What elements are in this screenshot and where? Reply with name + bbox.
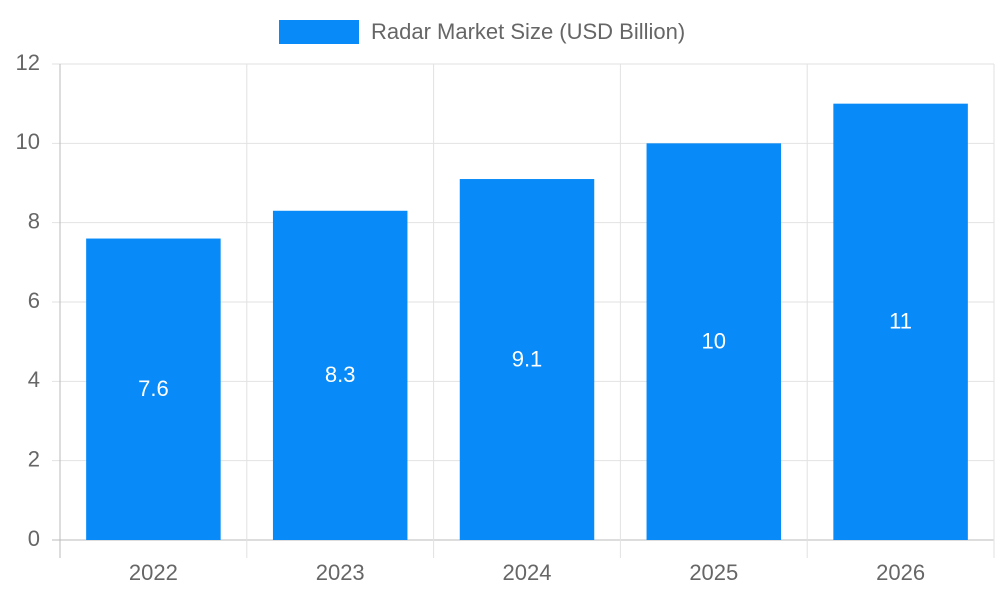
y-tick-label: 0 [28, 526, 40, 551]
y-tick-label: 2 [28, 446, 40, 471]
y-tick-label: 6 [28, 288, 40, 313]
legend-label: Radar Market Size (USD Billion) [371, 19, 685, 44]
x-tick-label: 2026 [876, 560, 925, 585]
value-label: 10 [702, 328, 726, 353]
y-tick-label: 10 [16, 129, 40, 154]
bar [272, 210, 408, 540]
x-tick-label: 2023 [316, 560, 365, 585]
x-tick-label: 2025 [689, 560, 738, 585]
y-tick-label: 8 [28, 208, 40, 233]
x-tick-label: 2022 [129, 560, 178, 585]
y-tick-label: 12 [16, 50, 40, 75]
bar [459, 179, 595, 541]
value-label: 11 [889, 309, 912, 334]
y-tick-label: 4 [28, 367, 40, 392]
legend-swatch [279, 20, 359, 44]
bar [86, 238, 221, 541]
value-label: 9.1 [512, 346, 543, 371]
bar [646, 143, 782, 541]
bar [833, 103, 968, 541]
value-label: 7.6 [138, 376, 169, 401]
value-label: 8.3 [325, 362, 356, 387]
x-tick-label: 2024 [503, 560, 552, 585]
